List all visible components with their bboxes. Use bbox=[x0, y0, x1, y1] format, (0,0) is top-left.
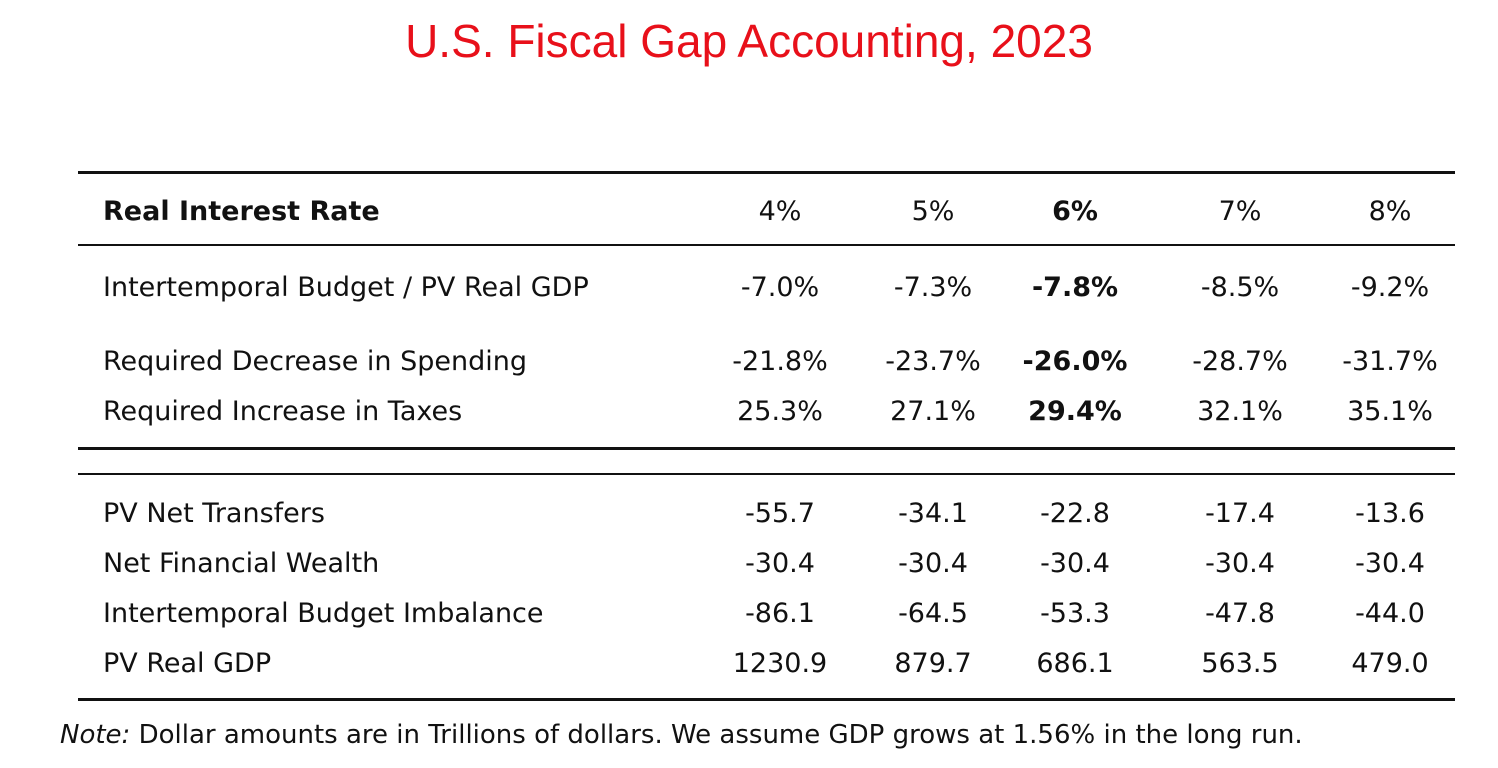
table-row: PV Net Transfers -55.7 -34.1 -22.8 -17.4 -13.… bbox=[0, 494, 1498, 534]
table-cell: -53.3 bbox=[1040, 598, 1110, 629]
row-label: Required Increase in Taxes bbox=[103, 396, 463, 427]
row-label: Required Decrease in Spending bbox=[103, 346, 528, 377]
table-row: Intertemporal Budget / PV Real GDP -7.0% -… bbox=[0, 268, 1498, 308]
table-cell: 29.4% bbox=[1028, 396, 1122, 427]
row-label: Intertemporal Budget / PV Real GDP bbox=[103, 272, 589, 303]
table-bottom-rule bbox=[78, 698, 1455, 701]
table-cell: -8.5% bbox=[1200, 272, 1280, 303]
table-cell: -26.0% bbox=[1022, 346, 1128, 377]
header-label: Real Interest Rate bbox=[103, 196, 380, 227]
table-row: Required Increase in Taxes 25.3% 27.1% 29.4… bbox=[0, 392, 1498, 432]
column-header: 6% bbox=[1052, 196, 1098, 227]
table-cell: -7.0% bbox=[740, 272, 820, 303]
table-row: Intertemporal Budget Imbalance -86.1 -64.5… bbox=[0, 594, 1498, 634]
table-cell: -9.2% bbox=[1350, 272, 1430, 303]
table-cell: -31.7% bbox=[1342, 346, 1438, 377]
section-rule-1 bbox=[78, 447, 1455, 450]
table-cell: 32.1% bbox=[1197, 396, 1283, 427]
column-header: 4% bbox=[758, 196, 802, 227]
table-cell: 25.3% bbox=[737, 396, 823, 427]
table-cell: -30.4 bbox=[1355, 548, 1425, 579]
slide-title: U.S. Fiscal Gap Accounting, 2023 bbox=[405, 15, 1093, 67]
table-row: Required Decrease in Spending -21.8% -23.7… bbox=[0, 342, 1498, 382]
table-top-rule bbox=[78, 171, 1455, 174]
table-note: Note: Dollar amounts are in Trillions of… bbox=[60, 720, 1303, 750]
table-cell: -64.5 bbox=[898, 598, 968, 629]
table-cell: -55.7 bbox=[745, 498, 815, 529]
table-row: PV Real GDP 1230.9 879.7 686.1 563.5 479.0 bbox=[0, 644, 1498, 684]
table-cell: -7.3% bbox=[893, 272, 973, 303]
column-header: 8% bbox=[1368, 196, 1412, 227]
table-cell: -34.1 bbox=[898, 498, 968, 529]
table-cell: 1230.9 bbox=[732, 648, 828, 679]
table-cell: -28.7% bbox=[1192, 346, 1288, 377]
note-prefix: Note: bbox=[60, 720, 131, 750]
column-header: 7% bbox=[1218, 196, 1262, 227]
table-cell: 35.1% bbox=[1347, 396, 1433, 427]
row-label: PV Net Transfers bbox=[103, 498, 325, 529]
table-cell: -44.0 bbox=[1355, 598, 1425, 629]
table-cell: -17.4 bbox=[1205, 498, 1275, 529]
row-label: PV Real GDP bbox=[103, 648, 272, 679]
section-rule-2 bbox=[78, 473, 1455, 475]
table-cell: -21.8% bbox=[732, 346, 828, 377]
table-cell: 879.7 bbox=[894, 648, 972, 679]
row-label: Intertemporal Budget Imbalance bbox=[103, 598, 544, 629]
table-cell: 479.0 bbox=[1351, 648, 1429, 679]
row-label: Net Financial Wealth bbox=[103, 548, 380, 579]
note-text: Dollar amounts are in Trillions of dolla… bbox=[130, 720, 1303, 750]
table-cell: -30.4 bbox=[898, 548, 968, 579]
table-cell: 27.1% bbox=[890, 396, 976, 427]
table-cell: -13.6 bbox=[1355, 498, 1425, 529]
header-rule bbox=[78, 244, 1455, 246]
table-cell: 686.1 bbox=[1036, 648, 1114, 679]
table-cell: -23.7% bbox=[885, 346, 981, 377]
table-cell: -30.4 bbox=[1040, 548, 1110, 579]
table-cell: -30.4 bbox=[1205, 548, 1275, 579]
table-cell: 563.5 bbox=[1201, 648, 1279, 679]
table-row: Net Financial Wealth -30.4 -30.4 -30.4 -30.4… bbox=[0, 544, 1498, 584]
column-header: 5% bbox=[911, 196, 955, 227]
table-cell: -86.1 bbox=[745, 598, 815, 629]
table-cell: -22.8 bbox=[1040, 498, 1110, 529]
table-cell: -47.8 bbox=[1205, 598, 1275, 629]
table-cell: -30.4 bbox=[745, 548, 815, 579]
table-header-row: Real Interest Rate 4% 5% 6% 7% 8% bbox=[0, 192, 1498, 232]
table-cell: -7.8% bbox=[1031, 272, 1119, 303]
